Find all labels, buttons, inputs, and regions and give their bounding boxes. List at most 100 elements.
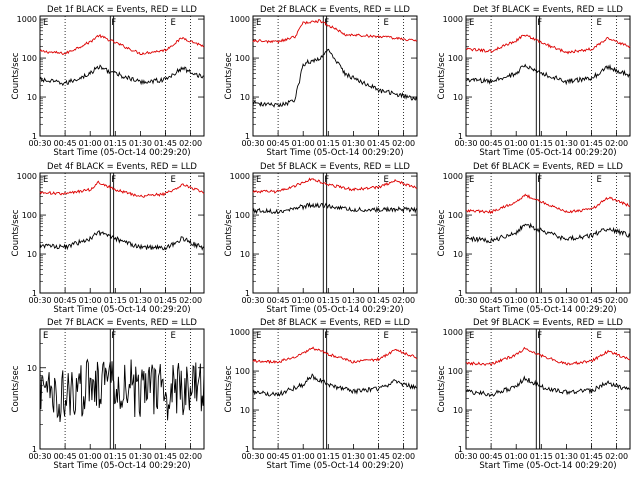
x-tick-label: 01:30 (129, 452, 152, 461)
x-tick-label: 01:30 (342, 452, 365, 461)
interval-marker-label: F (111, 18, 116, 28)
detector-panel-7: Det 7f BLACK = Events, RED = LLD E F E 1 10 00… (11, 318, 205, 471)
events-series-line (465, 375, 631, 398)
x-tick-label: 01:30 (129, 139, 152, 148)
x-tick-label: 00:30 (28, 452, 51, 461)
x-tick-label: 01:30 (555, 452, 578, 461)
x-axis-label: Start Time (05-Oct-14 00:29:20) (53, 305, 190, 315)
interval-marker-label: E (469, 18, 474, 28)
events-series-line (252, 48, 418, 108)
x-axis-label: Start Time (05-Oct-14 00:29:20) (53, 461, 190, 471)
interval-marker-label: E (171, 331, 176, 341)
x-tick-label: 00:45 (54, 452, 77, 461)
x-tick-label: 01:15 (530, 452, 553, 461)
x-tick-label: 01:45 (580, 452, 603, 461)
y-tick-label: 10 (27, 364, 37, 373)
y-tick-label: 1 (245, 289, 250, 298)
y-tick-label: 1 (245, 132, 250, 141)
y-tick-label: 100 (235, 211, 250, 220)
interval-marker-label: E (256, 18, 261, 28)
x-tick-label: 02:00 (605, 296, 628, 305)
detector-panel-5: Det 5f BLACK = Events, RED = LLD E F E 1 10 10… (224, 162, 418, 315)
x-tick-label: 01:00 (79, 452, 102, 461)
x-tick-label: 00:45 (480, 139, 503, 148)
y-tick-label: 1 (458, 132, 463, 141)
interval-marker-label: E (256, 331, 261, 341)
x-tick-label: 01:00 (79, 139, 102, 148)
interval-marker-label: F (324, 18, 329, 28)
detector-panel-9: Det 9f BLACK = Events, RED = LLD E F E 1 10 10… (437, 318, 631, 471)
events-series-line (465, 63, 631, 86)
interval-marker-label: E (171, 18, 176, 28)
y-tick-label: 1000 (230, 172, 250, 181)
y-tick-label: 1 (32, 132, 37, 141)
interval-marker-label: F (324, 331, 329, 341)
interval-marker-label: E (597, 331, 602, 341)
detector-panel-4: Det 4f BLACK = Events, RED = LLD E F E 1 10 10… (11, 162, 205, 315)
x-tick-label: 00:45 (54, 139, 77, 148)
y-tick-label: 1000 (230, 328, 250, 337)
interval-marker-label: E (43, 331, 48, 341)
x-tick-label: 01:00 (505, 452, 528, 461)
x-axis-label: Start Time (05-Oct-14 00:29:20) (266, 305, 403, 315)
interval-marker-label: E (43, 175, 48, 185)
y-tick-label: 1000 (443, 172, 463, 181)
x-tick-label: 00:45 (267, 452, 290, 461)
x-tick-label: 01:30 (555, 139, 578, 148)
x-tick-label: 00:30 (28, 139, 51, 148)
x-tick-label: 02:00 (392, 296, 415, 305)
x-tick-label: 01:00 (505, 296, 528, 305)
detector-panel-1: Det 1f BLACK = Events, RED = LLD E F E 1 10 10… (11, 5, 205, 158)
interval-marker-label: E (171, 175, 176, 185)
panel-title: Det 3f BLACK = Events, RED = LLD (473, 5, 623, 15)
interval-marker-label: E (469, 175, 474, 185)
x-tick-label: 01:45 (154, 296, 177, 305)
y-tick-label: 1000 (443, 15, 463, 24)
y-axis-label: Counts/sec (437, 52, 447, 99)
y-tick-label: 10 (453, 93, 463, 102)
x-tick-label: 00:30 (454, 452, 477, 461)
interval-marker-label: E (43, 18, 48, 28)
panel-title: Det 9f BLACK = Events, RED = LLD (473, 318, 623, 328)
x-tick-label: 01:30 (342, 139, 365, 148)
interval-marker-label: F (111, 175, 116, 185)
lld-series-line (252, 19, 418, 44)
plot-frame (252, 15, 418, 137)
x-tick-label: 01:00 (505, 139, 528, 148)
interval-marker-label: F (324, 175, 329, 185)
interval-marker-label: E (384, 18, 389, 28)
y-tick-label: 1000 (230, 15, 250, 24)
detector-panel-6: Det 6f BLACK = Events, RED = LLD E F E 1 10 10… (437, 162, 631, 315)
interval-marker-label: E (469, 331, 474, 341)
y-tick-label: 1000 (17, 15, 37, 24)
y-axis-label: Counts/sec (11, 209, 21, 256)
x-tick-label: 02:00 (392, 139, 415, 148)
y-tick-label: 1 (32, 445, 37, 454)
detector-panel-8: Det 8f BLACK = Events, RED = LLD E F E 1 10 10… (224, 318, 418, 471)
interval-marker-label: F (537, 331, 542, 341)
x-tick-label: 01:15 (317, 296, 340, 305)
y-tick-label: 1 (458, 289, 463, 298)
y-tick-label: 10 (27, 250, 37, 259)
plot-frame (39, 15, 205, 137)
y-tick-label: 10 (453, 250, 463, 259)
x-tick-label: 02:00 (605, 139, 628, 148)
x-tick-label: 01:15 (317, 452, 340, 461)
y-tick-label: 100 (22, 211, 37, 220)
interval-marker-label: E (384, 175, 389, 185)
y-axis-label: Counts/sec (437, 365, 447, 412)
x-tick-label: 00:30 (454, 139, 477, 148)
y-tick-label: 1000 (17, 172, 37, 181)
plot-frame (465, 328, 631, 450)
interval-marker-label: F (537, 175, 542, 185)
lld-series-line (252, 346, 418, 365)
interval-marker-label: E (597, 18, 602, 28)
x-tick-label: 01:00 (79, 296, 102, 305)
y-tick-label: 10 (240, 250, 250, 259)
x-tick-label: 01:45 (367, 139, 390, 148)
x-tick-label: 01:15 (104, 139, 127, 148)
x-tick-label: 01:30 (129, 296, 152, 305)
y-tick-label: 10 (240, 93, 250, 102)
x-tick-label: 01:00 (292, 139, 315, 148)
panel-title: Det 5f BLACK = Events, RED = LLD (260, 162, 410, 172)
